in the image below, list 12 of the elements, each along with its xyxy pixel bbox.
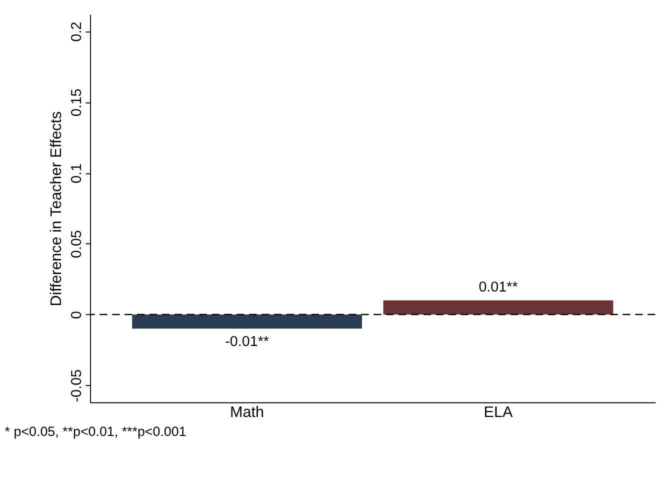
y-tick-label: 0.2 — [68, 22, 85, 42]
y-axis-title: Difference in Teacher Effects — [48, 110, 65, 306]
data-label: 0.01** — [478, 280, 518, 296]
text: * p<0.05, **p<0.01, ***p<0.001 — [4, 424, 186, 439]
data-label: -0.01** — [225, 334, 270, 350]
x-tick-label: Math — [230, 404, 264, 422]
x-tick-label: ELA — [484, 404, 514, 422]
y-tick-label: 0.15 — [68, 88, 85, 117]
y-tick-label: 0.05 — [68, 230, 85, 258]
y-tick-label: 0 — [68, 310, 85, 319]
y-tick-label: 0.1 — [68, 163, 85, 184]
y-tick-label: -0.05 — [68, 369, 85, 402]
